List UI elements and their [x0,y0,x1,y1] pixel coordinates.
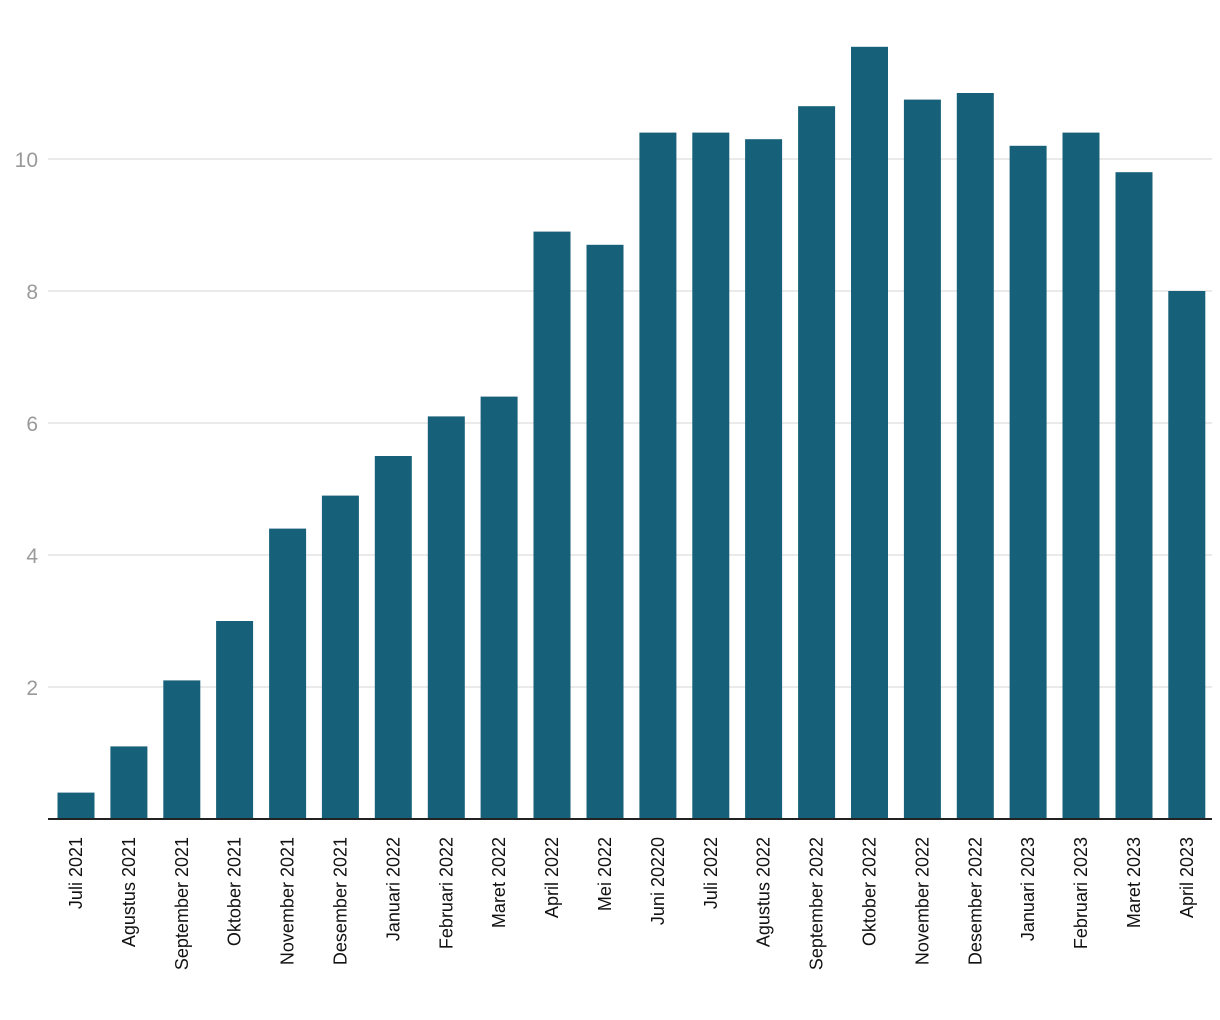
bar [533,231,571,820]
y-tick-label: 4 [26,545,38,568]
bar [745,139,783,819]
bars [57,46,1206,820]
bar [692,132,730,820]
bar [321,495,359,819]
bar [216,621,254,819]
x-tick-label: Februari 2022 [436,837,456,949]
bar [374,456,412,819]
x-tick-label: Oktober 2022 [860,837,880,946]
x-tick-label: November 2022 [912,837,932,965]
bar [110,746,148,819]
x-tick-label: Juni 20220 [648,837,668,925]
x-tick-label: Januari 2023 [1018,837,1038,941]
x-tick-label: Maret 2023 [1124,837,1144,928]
x-tick-label: April 2022 [542,837,562,918]
bar [1062,132,1100,820]
y-axis-tick-labels: 2 4 6 8 10 [15,149,39,700]
x-tick-label: Maret 2022 [489,837,509,928]
y-tick-label: 2 [26,677,38,700]
bar [798,106,836,819]
x-tick-label: Februari 2023 [1071,837,1091,949]
bar [269,528,307,819]
bar [956,93,994,819]
x-tick-label: September 2021 [172,837,192,970]
bar [163,680,201,819]
x-tick-label: Agustus 2022 [754,837,774,947]
bar [903,99,941,820]
x-tick-label: Juli 2021 [66,837,86,909]
bar [1009,145,1047,820]
x-tick-label: Mei 2022 [595,837,615,911]
x-tick-label: Agustus 2021 [119,837,139,947]
x-tick-label: November 2021 [278,837,298,965]
x-tick-label: Desember 2022 [965,837,985,965]
y-tick-label: 10 [15,149,38,172]
x-tick-label: Januari 2022 [383,837,403,941]
bar [851,46,888,820]
bar [1115,172,1153,819]
bar [480,396,518,819]
bar [57,792,95,819]
bar [427,416,465,819]
x-tick-label: April 2023 [1177,837,1197,918]
x-tick-label: Desember 2021 [330,837,350,965]
x-axis-tick-labels: Juli 2021 Agustus 2021 September 2021 Oktob… [66,837,1197,970]
y-tick-label: 6 [26,413,38,436]
bar [639,132,677,820]
y-tick-label: 8 [26,281,38,304]
x-tick-label: September 2022 [807,837,827,970]
x-tick-label: Juli 2022 [701,837,721,909]
bar [586,244,624,820]
bar [1168,291,1206,819]
x-tick-label: Oktober 2021 [225,837,245,946]
